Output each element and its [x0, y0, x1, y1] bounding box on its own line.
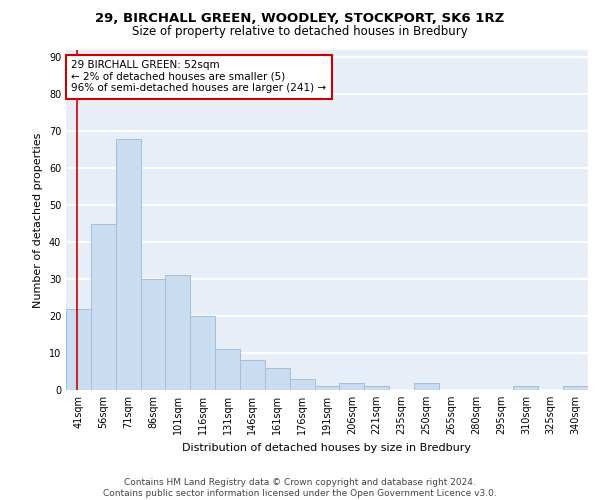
Y-axis label: Number of detached properties: Number of detached properties — [33, 132, 43, 308]
Bar — [190, 316, 215, 390]
Bar — [215, 350, 240, 390]
Bar — [166, 276, 190, 390]
Bar — [414, 382, 439, 390]
Bar — [116, 138, 140, 390]
X-axis label: Distribution of detached houses by size in Bredbury: Distribution of detached houses by size … — [182, 442, 472, 452]
Bar — [66, 308, 91, 390]
Bar — [563, 386, 588, 390]
Bar — [364, 386, 389, 390]
Bar — [340, 382, 364, 390]
Bar — [514, 386, 538, 390]
Bar — [290, 379, 314, 390]
Text: 29, BIRCHALL GREEN, WOODLEY, STOCKPORT, SK6 1RZ: 29, BIRCHALL GREEN, WOODLEY, STOCKPORT, … — [95, 12, 505, 26]
Bar — [265, 368, 290, 390]
Text: Contains HM Land Registry data © Crown copyright and database right 2024.
Contai: Contains HM Land Registry data © Crown c… — [103, 478, 497, 498]
Text: 29 BIRCHALL GREEN: 52sqm
← 2% of detached houses are smaller (5)
96% of semi-det: 29 BIRCHALL GREEN: 52sqm ← 2% of detache… — [71, 60, 326, 94]
Bar — [140, 279, 166, 390]
Bar — [240, 360, 265, 390]
Text: Size of property relative to detached houses in Bredbury: Size of property relative to detached ho… — [132, 25, 468, 38]
Bar — [314, 386, 340, 390]
Bar — [91, 224, 116, 390]
